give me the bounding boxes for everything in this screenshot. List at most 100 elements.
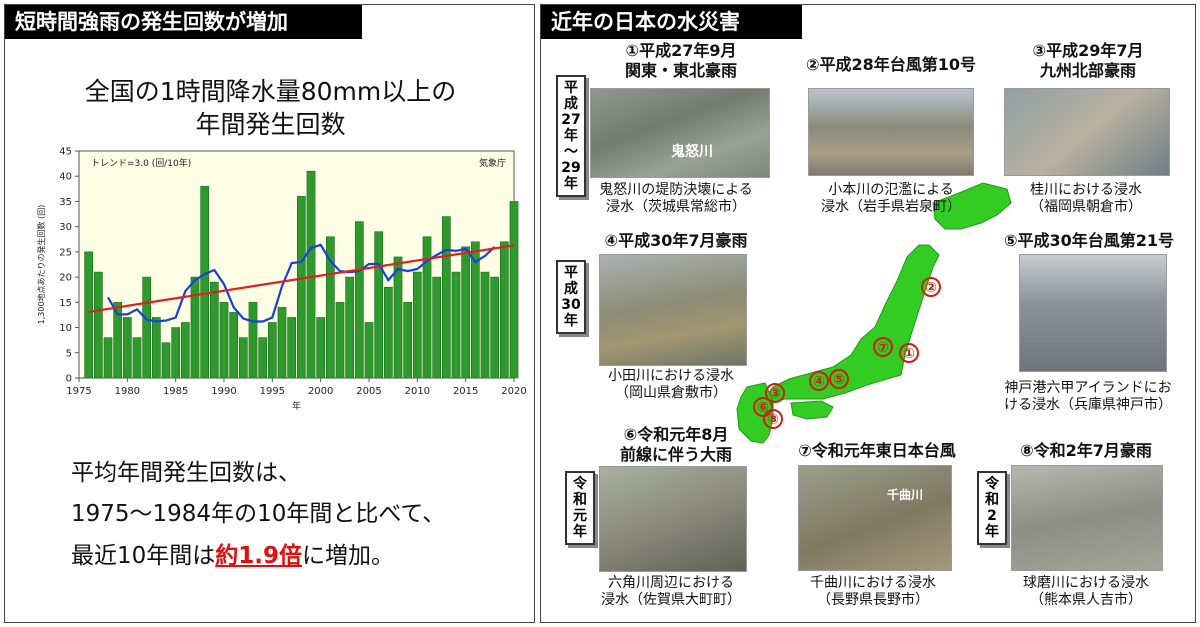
item4-number: ④: [604, 231, 619, 250]
bar-2005: [364, 322, 374, 379]
item3-number: ③: [1032, 41, 1047, 60]
marker-6-ring: [753, 397, 773, 417]
y-axis-label: 1,300地点あたりの発生回数 (回): [36, 205, 46, 325]
y-tick-label: 40: [59, 172, 72, 183]
y-tick-label: 15: [59, 298, 72, 309]
photo-rokkakugawa: [599, 466, 747, 572]
era3-line: 元: [573, 508, 587, 524]
item4-title1: 平成30年7月豪雨: [618, 231, 748, 250]
item5-caption2: ける浸水（兵庫県神戸市）: [1004, 397, 1172, 413]
bar-2017: [480, 271, 490, 379]
bar-1998: [296, 196, 306, 379]
bar-1995: [267, 322, 277, 379]
bar-1977: [93, 271, 103, 379]
item5-title1: 平成30年台風第21号: [1017, 231, 1175, 250]
x-tick-label: 2010: [405, 386, 430, 397]
era4-line: 年: [985, 524, 999, 540]
trend-annotation: トレンド=3.0 (回/10年): [91, 157, 191, 169]
item1-caption2: 浸水（茨城県常総市）: [606, 199, 746, 215]
era1-line: 年: [564, 128, 578, 144]
x-tick-label: 2020: [501, 386, 526, 397]
item2-heading: ②平成28年台風第10号: [791, 55, 991, 75]
bar-2018: [490, 276, 500, 379]
bar-1983: [151, 317, 161, 379]
era2-line: 平: [564, 265, 578, 281]
era1-line: 年: [564, 176, 578, 192]
bar-1991: [229, 312, 239, 379]
item3-caption: 桂川における浸水 （福岡県朝倉市）: [996, 182, 1176, 216]
x-tick-label: 1995: [260, 386, 285, 397]
item8-caption1: 球磨川における浸水: [1023, 575, 1149, 591]
x-axis-label: 年: [292, 400, 301, 412]
marker-3: ③: [769, 386, 781, 402]
era3-line: 年: [573, 524, 587, 540]
era2-line: 30: [561, 297, 581, 313]
era3-line: 令: [573, 476, 587, 492]
photo-omotogawa: [808, 88, 974, 176]
left-panel-header: 短時間強雨の発生回数が増加: [5, 5, 362, 39]
bar-2012: [432, 276, 442, 379]
item7-caption1: 千曲川における浸水: [810, 575, 936, 591]
item5-number: ⑤: [1003, 231, 1018, 250]
item6-title1: 令和元年8月: [637, 425, 729, 444]
bar-1982: [142, 276, 152, 379]
water-disasters-panel: 近年の日本の水災害 鬼怒川 千曲川 ①平成27年9月 関東・東北豪雨 ②平成28…: [540, 4, 1196, 623]
item6-caption: 六角川周辺における 浸水（佐賀県大町町）: [581, 575, 761, 609]
marker-1: ①: [903, 346, 915, 362]
bar-1988: [200, 186, 210, 379]
bar-2008: [393, 256, 403, 379]
item8-caption: 球磨川における浸水 （熊本県人吉市）: [993, 575, 1179, 609]
bar-2006: [374, 231, 384, 379]
source-label: 気象庁: [479, 157, 506, 169]
marker-1-ring: [899, 343, 919, 363]
marker-5: ⑤: [833, 372, 845, 388]
trend-line: [88, 244, 515, 314]
bar-2010: [412, 271, 422, 379]
era4-line: 和: [985, 492, 999, 508]
era1-line: 成: [564, 96, 578, 112]
bar-1994: [258, 337, 268, 379]
item6-caption1: 六角川周辺における: [608, 575, 734, 591]
item7-title1: 令和元年東日本台風: [811, 441, 956, 460]
item5-caption: 神戸港六甲アイランドにお ける浸水（兵庫県神戸市）: [985, 380, 1191, 414]
chart-title-line2: 年間発生回数: [195, 110, 346, 139]
y-tick-label: 10: [59, 323, 72, 334]
y-tick-label: 30: [59, 222, 72, 233]
bar-2009: [403, 302, 413, 379]
chart-title-line1: 全国の1時間降水量80mm以上の: [84, 77, 457, 106]
item1-caption1: 鬼怒川の堤防決壊による: [599, 182, 753, 198]
era2-line: 成: [564, 281, 578, 297]
bar-2004: [354, 221, 364, 379]
item3-title2: 九州北部豪雨: [1039, 61, 1136, 80]
rain-frequency-panel: 短時間強雨の発生回数が増加 全国の1時間降水量80mm以上の 年間発生回数 0 5…: [4, 4, 535, 623]
y-tick-label: 0: [66, 374, 72, 385]
item4-caption: 小田川における浸水 （岡山県倉敷市）: [581, 368, 761, 402]
shikoku-shape: [790, 400, 834, 420]
item7-caption2: （長野県長野市）: [817, 592, 929, 608]
item3-heading: ③平成29年7月 九州北部豪雨: [995, 41, 1181, 81]
y-tick-label: 20: [59, 273, 72, 284]
bar-2007: [383, 286, 393, 379]
bar-1990: [219, 302, 229, 379]
summary-highlight: 約1.9倍: [215, 543, 303, 569]
bar-1981: [132, 337, 142, 379]
x-tick-label: 1985: [163, 386, 188, 397]
summary-line3: 最近10年間は約1.9倍に増加。: [71, 536, 394, 570]
photo-chikumagawa: 千曲川: [798, 465, 952, 571]
y-tick-label: 25: [59, 247, 72, 258]
item3-caption1: 桂川における浸水: [1030, 182, 1142, 198]
marker-7: ⑦: [877, 340, 889, 356]
bar-1980: [122, 317, 132, 379]
photo-odagawa: [599, 254, 747, 366]
right-panel-header: 近年の日本の水災害: [541, 5, 802, 39]
bar-2000: [316, 317, 326, 379]
era-label-h30: 平成 30 年: [556, 260, 586, 334]
hokkaido-shape: [932, 182, 1012, 230]
x-tick-label: 2015: [453, 386, 478, 397]
bar-1989: [209, 281, 219, 379]
bar-1984: [161, 342, 171, 379]
marker-4-ring: [809, 371, 829, 391]
item2-caption2: 浸水（岩手県岩泉町）: [821, 199, 961, 215]
bar-2016: [470, 241, 480, 379]
